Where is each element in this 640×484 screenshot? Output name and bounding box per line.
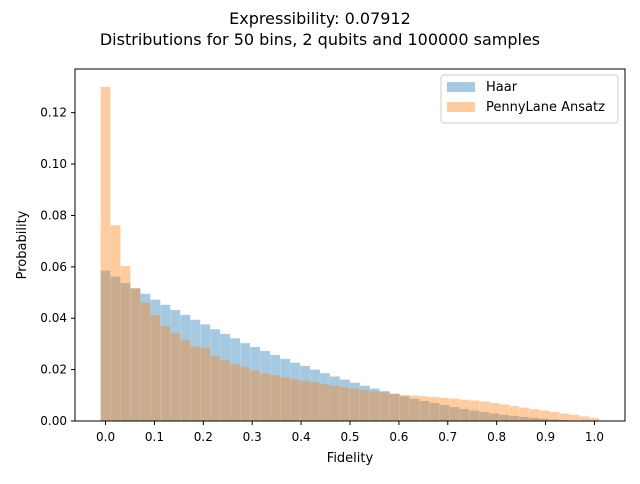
x-tick-label: 0.7 bbox=[438, 430, 457, 444]
pennylane-ansatz-bar bbox=[579, 416, 589, 421]
pennylane-ansatz-bar bbox=[490, 403, 500, 421]
pennylane-ansatz-bar bbox=[400, 395, 410, 421]
y-tick-label: 0.08 bbox=[40, 208, 67, 222]
y-axis-label: Probability bbox=[15, 210, 30, 279]
legend: Haar PennyLane Ansatz bbox=[441, 75, 618, 123]
pennylane-ansatz-bar bbox=[430, 397, 440, 421]
pennylane-ansatz-bar bbox=[101, 87, 111, 421]
legend-label-haar: Haar bbox=[486, 80, 518, 95]
pennylane-ansatz-bar bbox=[141, 303, 151, 421]
legend-swatch-pennylane-ansatz bbox=[447, 102, 475, 112]
pennylane-ansatz-bar bbox=[450, 399, 460, 421]
pennylane-ansatz-bar bbox=[161, 326, 171, 421]
pennylane-ansatz-bar bbox=[200, 348, 210, 421]
pennylane-ansatz-bar bbox=[260, 373, 270, 421]
x-tick-label: 0.0 bbox=[96, 430, 115, 444]
pennylane-ansatz-bar bbox=[230, 364, 240, 421]
pennylane-ansatz-bar bbox=[410, 396, 420, 421]
x-tick-label: 0.8 bbox=[487, 430, 506, 444]
x-axis-label: Fidelity bbox=[327, 451, 374, 466]
chart-subtitle: Distributions for 50 bins, 2 qubits and … bbox=[100, 30, 540, 49]
y-tick-label: 0.04 bbox=[40, 311, 67, 325]
x-tick-label: 0.1 bbox=[145, 430, 164, 444]
pennylane-ansatz-bar bbox=[210, 356, 220, 421]
pennylane-ansatz-bar bbox=[280, 377, 290, 421]
y-tick-label: 0.10 bbox=[40, 157, 67, 171]
pennylane-ansatz-bar bbox=[569, 415, 579, 421]
y-tick-label: 0.02 bbox=[40, 363, 67, 377]
pennylane-ansatz-bar bbox=[370, 391, 380, 421]
pennylane-ansatz-bar bbox=[290, 379, 300, 421]
pennylane-ansatz-bar bbox=[310, 382, 320, 421]
pennylane-ansatz-bar bbox=[240, 367, 250, 421]
pennylane-ansatz-bar bbox=[250, 370, 260, 421]
legend-label-pennylane-ansatz: PennyLane Ansatz bbox=[486, 100, 605, 115]
y-tick-label: 0.06 bbox=[40, 260, 67, 274]
pennylane-ansatz-bar bbox=[520, 408, 530, 421]
pennylane-ansatz-bar bbox=[500, 405, 510, 421]
pennylane-ansatz-bar bbox=[420, 396, 430, 421]
pennylane-ansatz-bar bbox=[460, 400, 470, 421]
pennylane-ansatz-bar bbox=[151, 315, 161, 421]
pennylane-ansatz-bar bbox=[220, 360, 230, 421]
pennylane-ansatz-bar bbox=[380, 392, 390, 421]
pennylane-ansatz-bar bbox=[170, 333, 180, 421]
pennylane-ansatz-bar bbox=[549, 412, 559, 421]
pennylane-ansatz-bar bbox=[539, 410, 549, 421]
pennylane-ansatz-bar bbox=[300, 381, 310, 421]
x-tick-label: 0.6 bbox=[389, 430, 408, 444]
legend-swatch-haar bbox=[447, 82, 475, 92]
x-tick-label: 1.0 bbox=[585, 430, 604, 444]
y-tick-label: 0.12 bbox=[40, 106, 67, 120]
pennylane-ansatz-bar bbox=[180, 340, 190, 421]
pennylane-ansatz-bar bbox=[111, 225, 121, 421]
pennylane-ansatz-bar bbox=[440, 398, 450, 421]
y-tick-label: 0.00 bbox=[40, 414, 67, 428]
pennylane-ansatz-bar bbox=[190, 346, 200, 421]
x-tick-label: 0.5 bbox=[340, 430, 359, 444]
x-tick-label: 0.3 bbox=[243, 430, 262, 444]
pennylane-ansatz-bar bbox=[390, 394, 400, 421]
pennylane-ansatz-bar bbox=[510, 406, 520, 421]
x-tick-label: 0.4 bbox=[292, 430, 311, 444]
pennylane-ansatz-bar bbox=[270, 375, 280, 421]
pennylane-ansatz-bar bbox=[470, 400, 480, 421]
pennylane-ansatz-bar bbox=[360, 390, 370, 421]
pennylane-ansatz-bar bbox=[350, 389, 360, 421]
x-tick-label: 0.9 bbox=[536, 430, 555, 444]
pennylane-ansatz-bar bbox=[340, 387, 350, 421]
chart-title: Expressibility: 0.07912 bbox=[229, 9, 411, 28]
pennylane-ansatz-bar bbox=[320, 384, 330, 421]
pennylane-ansatz-bar bbox=[559, 414, 569, 421]
pennylane-ansatz-bar bbox=[530, 409, 540, 421]
pennylane-ansatz-bar bbox=[480, 401, 490, 421]
x-tick-label: 0.2 bbox=[194, 430, 213, 444]
pennylane-ansatz-bar bbox=[330, 386, 340, 421]
pennylane-ansatz-bar bbox=[121, 266, 131, 421]
pennylane-ansatz-bar bbox=[131, 288, 141, 421]
